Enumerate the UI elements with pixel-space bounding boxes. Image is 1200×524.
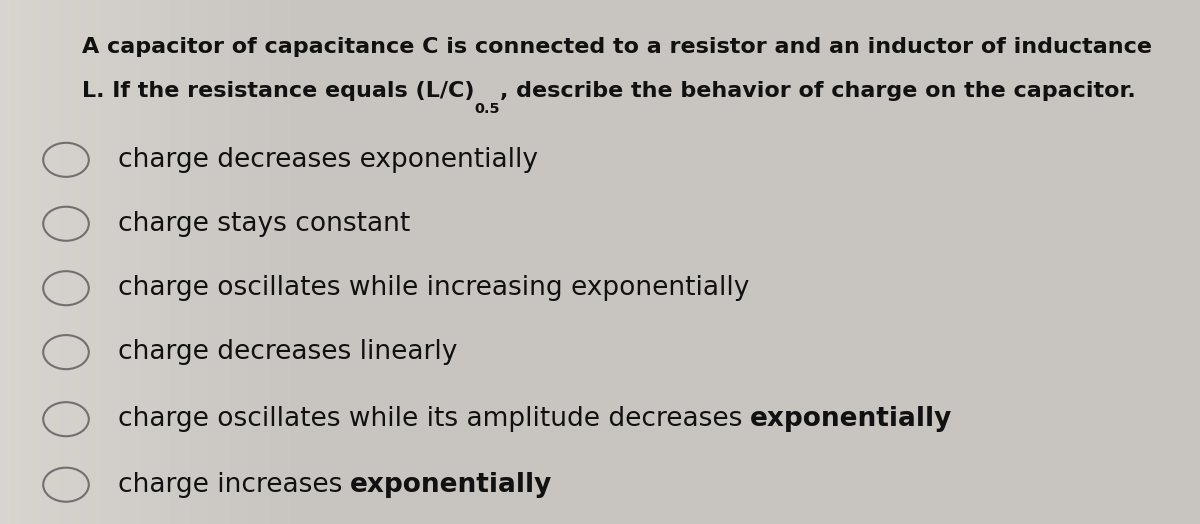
Text: charge decreases exponentially: charge decreases exponentially (118, 147, 538, 173)
Text: charge stays constant: charge stays constant (118, 211, 410, 237)
Text: charge decreases linearly: charge decreases linearly (118, 339, 457, 365)
Text: exponentially: exponentially (350, 472, 553, 498)
Text: 0.5: 0.5 (474, 102, 499, 116)
Text: charge increases: charge increases (118, 472, 350, 498)
Text: L. If the resistance equals (L/C): L. If the resistance equals (L/C) (82, 81, 474, 101)
Text: , describe the behavior of charge on the capacitor.: , describe the behavior of charge on the… (499, 81, 1135, 101)
Text: L. If the resistance equals (L/C): L. If the resistance equals (L/C) (82, 81, 474, 101)
Text: charge oscillates while increasing exponentially: charge oscillates while increasing expon… (118, 275, 749, 301)
Text: 0.5: 0.5 (474, 102, 499, 116)
Text: charge oscillates while its amplitude decreases: charge oscillates while its amplitude de… (118, 406, 750, 432)
Text: exponentially: exponentially (750, 406, 953, 432)
Text: A capacitor of capacitance C is connected to a resistor and an inductor of induc: A capacitor of capacitance C is connecte… (82, 37, 1152, 57)
